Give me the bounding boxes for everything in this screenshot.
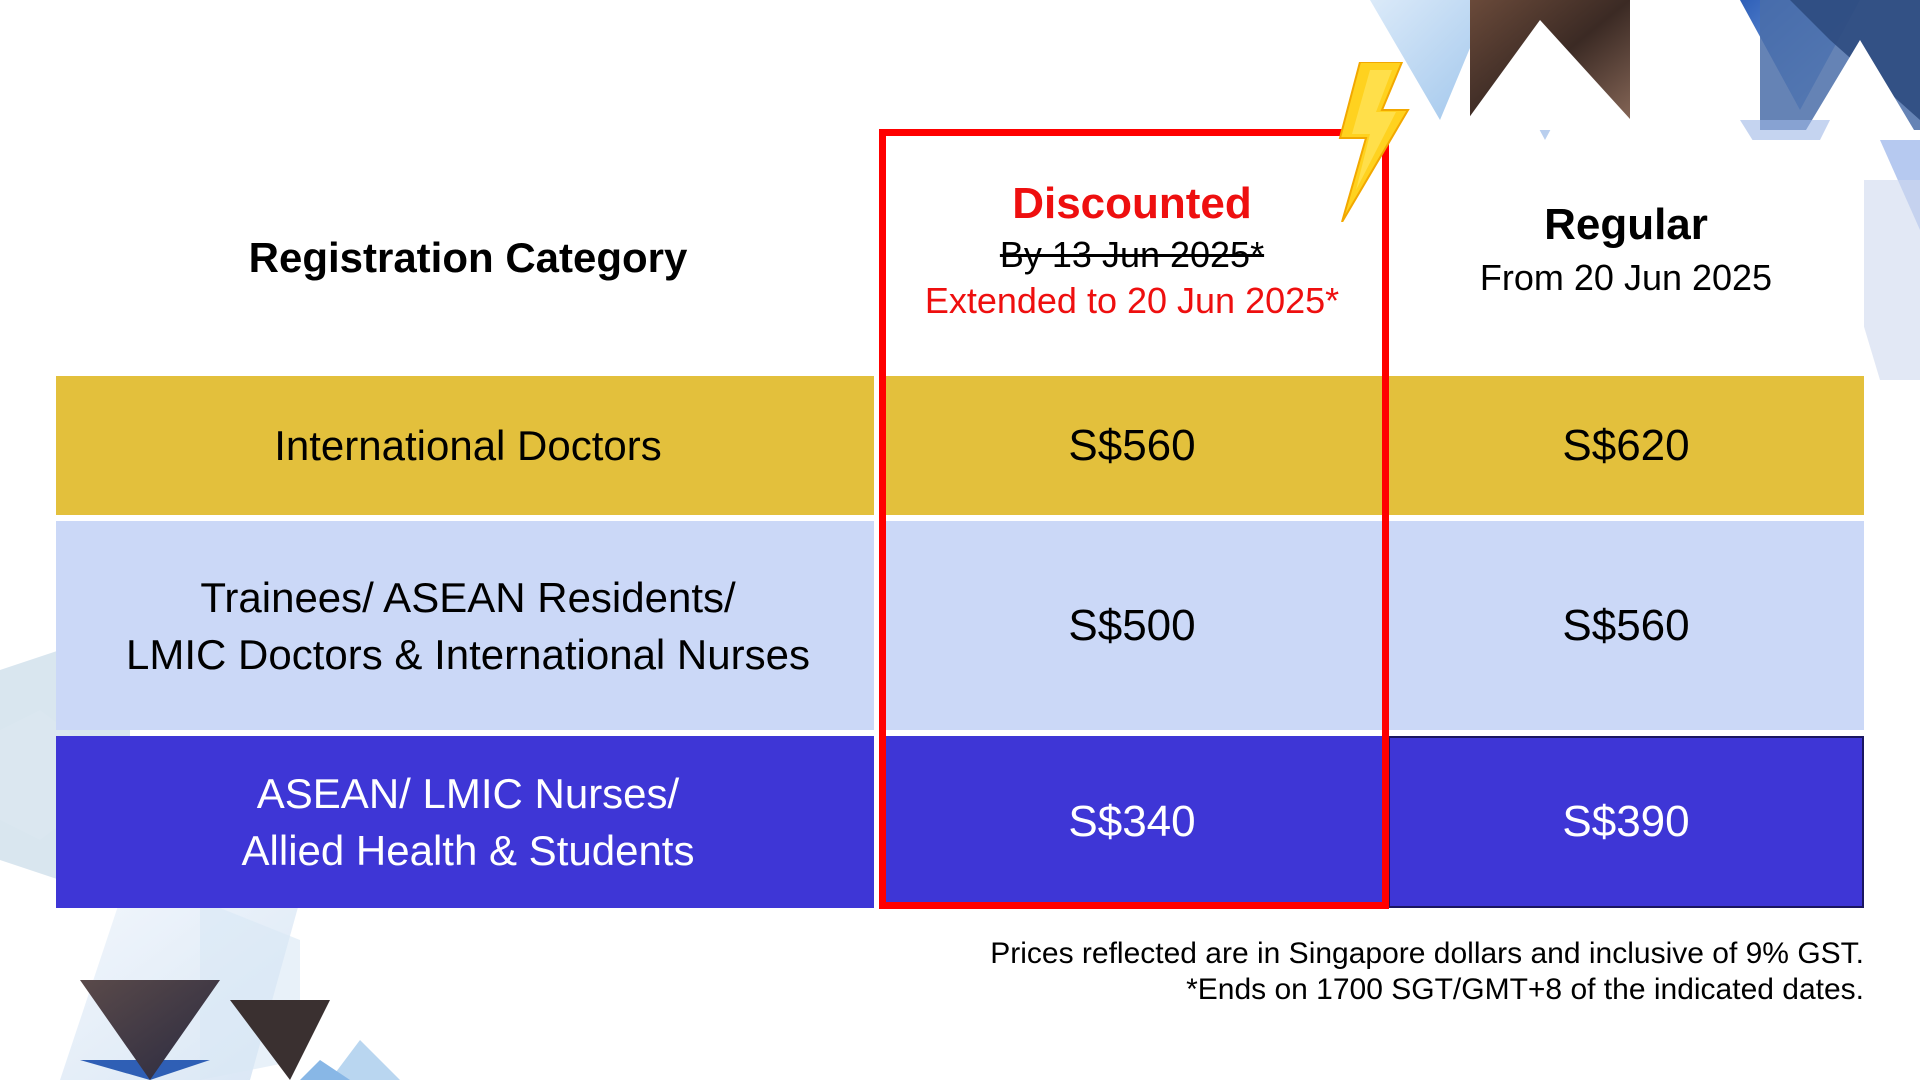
category-name: International Doctors [274,422,662,469]
discounted-price: S$500 [1068,600,1196,650]
discounted-original-deadline: By 13 Jun 2025* [999,234,1265,275]
discounted-price: S$340 [1068,797,1196,846]
registration-category-header: Registration Category [56,140,880,376]
regular-price-cell: S$390 [1388,736,1864,908]
column-divider [874,521,880,730]
discounted-price: S$560 [1068,420,1196,470]
category-name-line-1: ASEAN/ LMIC Nurses/ [256,770,680,817]
registration-category-label: Registration Category [248,234,688,281]
discounted-header: Discounted By 13 Jun 2025* Extended to 2… [880,140,1384,376]
category-cell: Trainees/ ASEAN Residents/ LMIC Doctors … [56,521,880,730]
column-divider [874,736,880,908]
regular-subtitle: From 20 Jun 2025 [1479,257,1773,298]
regular-price: S$560 [1562,600,1690,650]
regular-price: S$390 [1562,797,1690,846]
category-name-line-1: Trainees/ ASEAN Residents/ [200,573,736,621]
category-cell: ASEAN/ LMIC Nurses/ Allied Health & Stud… [56,736,880,908]
footnotes: Prices reflected are in Singapore dollar… [990,936,1864,1008]
table-row: ASEAN/ LMIC Nurses/ Allied Health & Stud… [56,736,1864,908]
regular-price-cell: S$560 [1388,521,1864,730]
category-cell: International Doctors [56,376,880,515]
discounted-extended-deadline: Extended to 20 Jun 2025* [924,280,1340,321]
category-name-line-2: LMIC Doctors & International Nurses [126,630,810,678]
discounted-price-cell: S$500 [880,521,1384,730]
table-row: Trainees/ ASEAN Residents/ LMIC Doctors … [56,521,1864,730]
column-divider [874,376,880,515]
discounted-title: Discounted [1012,179,1252,228]
footnote-deadline-time: *Ends on 1700 SGT/GMT+8 of the indicated… [1186,973,1864,1006]
decorative-photo-collage-bottom-left [60,900,400,1080]
table-row: International Doctors S$560 S$620 [56,376,1864,515]
regular-title: Regular [1544,200,1708,249]
discounted-price-cell: S$560 [880,376,1384,515]
decorative-photo-collage-top-right [1370,0,1920,380]
category-name-line-2: Allied Health & Students [241,827,695,874]
regular-price-cell: S$620 [1388,376,1864,515]
regular-price: S$620 [1562,420,1690,470]
discounted-price-cell: S$340 [880,736,1384,908]
lightning-bolt-icon [1338,62,1410,222]
regular-header: Regular From 20 Jun 2025 [1388,140,1864,376]
footnote-currency: Prices reflected are in Singapore dollar… [990,937,1864,970]
